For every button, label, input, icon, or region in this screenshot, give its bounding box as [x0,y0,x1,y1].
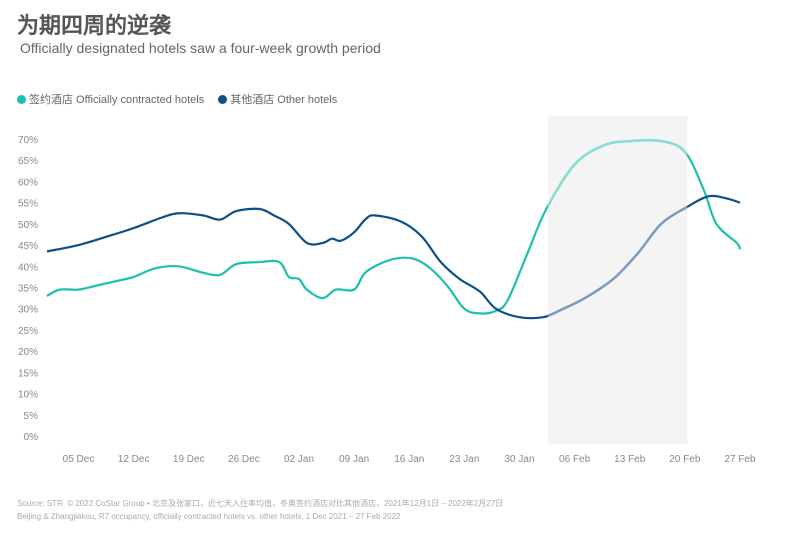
highlight-band [547,116,688,444]
series-line-highlight-1 [547,205,688,318]
x-tick-label: 13 Feb [614,454,646,465]
source-note: Source: STR. © 2022 CoStar Group • 北京及张家… [17,497,503,523]
line-chart: 0% 5% 10% 15% 20% 25% 30% 35% 40% 45% 50% 55% 60% 65%… [18,116,756,465]
x-tick-label: 12 Dec [118,454,150,465]
series-line-highlight-0 [547,138,688,209]
y-tick-label: 65% [18,156,38,167]
legend-item-other: 其他酒店 Other hotels [218,91,337,107]
legend-label-other: 其他酒店 Other hotels [230,94,338,106]
y-tick-label: 5% [24,411,39,422]
y-tick-label: 20% [18,347,38,358]
x-tick-label: 05 Dec [63,454,95,465]
x-tick-label: 27 Feb [724,454,756,465]
x-tick-label: 30 Jan [504,454,534,465]
y-tick-label: 10% [18,390,38,401]
legend-dot-contracted [17,94,26,104]
y-tick-label: 40% [18,262,38,273]
y-tick-label: 30% [18,305,38,316]
chart-subtitle: Officially designated hotels saw a four-… [20,40,381,56]
legend-label-contracted: 签约酒店 Officially contracted hotels [29,94,205,106]
x-tick-label: 20 Feb [669,454,701,465]
y-tick-label: 50% [18,220,38,231]
y-tick-label: 25% [18,326,38,337]
x-tick-label: 19 Dec [173,454,205,465]
y-tick-label: 15% [18,368,38,379]
y-tick-label: 35% [18,284,38,295]
source-line-2: Beijing & Zhangjiakou, R7 occupancy, off… [17,512,401,521]
y-tick-label: 0% [24,432,39,443]
x-tick-label: 23 Jan [449,454,479,465]
y-tick-label: 45% [18,241,38,252]
source-line-1: Source: STR. © 2022 CoStar Group • 北京及张家… [17,499,504,508]
chart-title: 为期四周的逆袭 [17,13,172,38]
x-tick-label: 26 Dec [228,454,260,465]
legend-item-contracted: 签约酒店 Officially contracted hotels [17,91,204,107]
x-tick-label: 06 Feb [559,454,591,465]
y-tick-label: 70% [18,135,38,146]
x-tick-label: 09 Jan [339,454,369,465]
x-tick-label: 16 Jan [394,454,424,465]
y-tick-label: 55% [18,199,38,210]
legend-dot-other [218,94,228,104]
legend: 签约酒店 Officially contracted hotels 其他酒店 O… [17,91,337,107]
x-tick-label: 02 Jan [284,454,314,465]
y-tick-label: 60% [18,177,38,188]
